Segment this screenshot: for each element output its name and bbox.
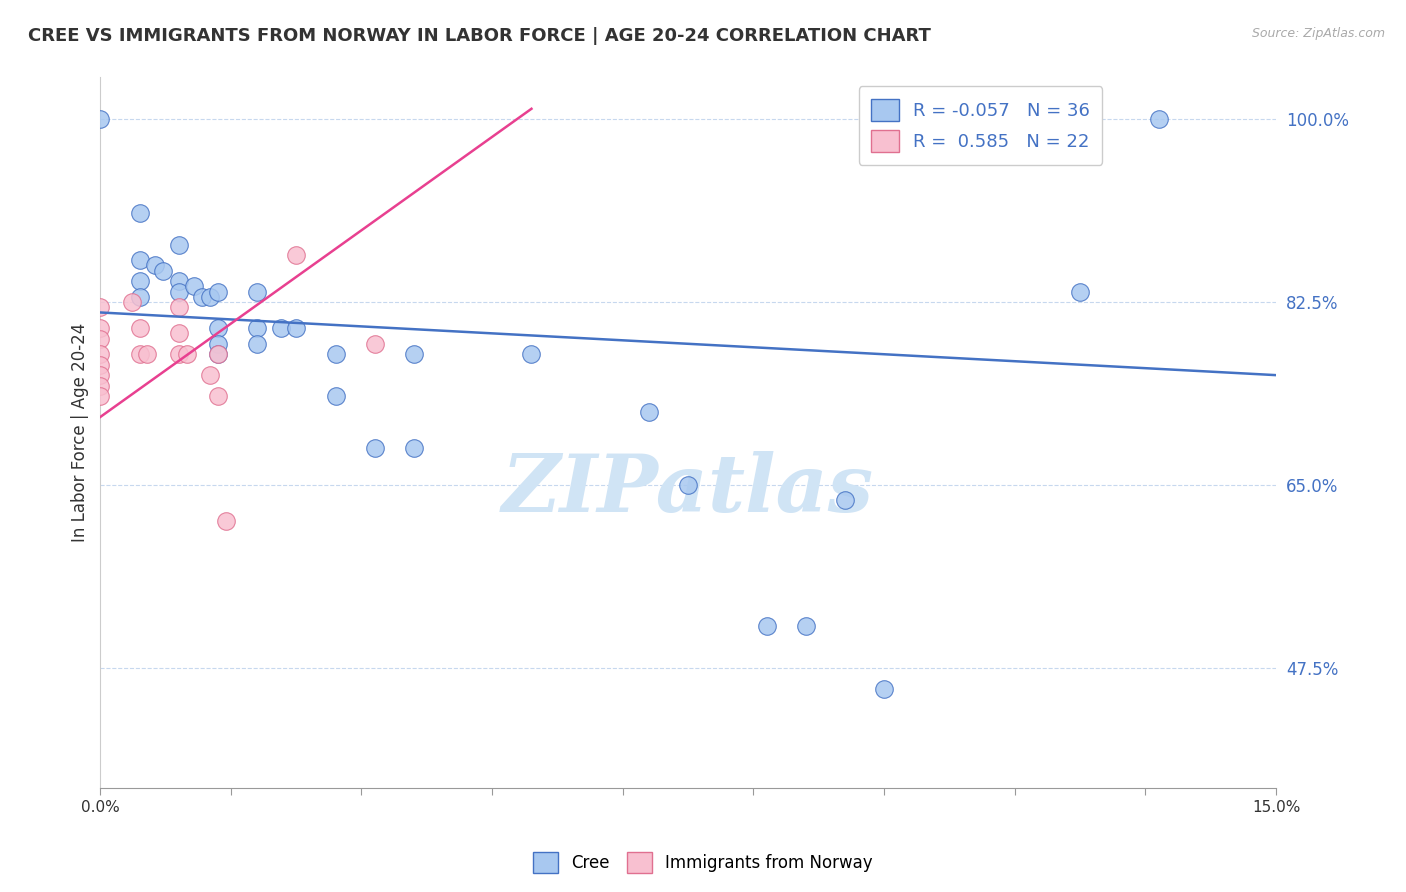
Point <box>246 321 269 335</box>
Legend: R = -0.057   N = 36, R =  0.585   N = 22: R = -0.057 N = 36, R = 0.585 N = 22 <box>859 87 1102 165</box>
Point <box>873 681 896 696</box>
Text: Source: ZipAtlas.com: Source: ZipAtlas.com <box>1251 27 1385 40</box>
Point <box>207 336 229 351</box>
Point <box>191 290 214 304</box>
Point <box>167 326 190 341</box>
Point <box>89 378 111 392</box>
Point <box>89 368 111 383</box>
Point <box>207 347 229 361</box>
Point <box>207 321 229 335</box>
Point <box>520 347 543 361</box>
Point <box>834 493 856 508</box>
Point <box>136 347 159 361</box>
Point <box>207 389 229 403</box>
Point <box>183 279 205 293</box>
Point <box>363 442 385 456</box>
Point <box>246 285 269 299</box>
Point <box>89 112 111 127</box>
Legend: Cree, Immigrants from Norway: Cree, Immigrants from Norway <box>527 846 879 880</box>
Point <box>285 321 308 335</box>
Point <box>198 290 221 304</box>
Point <box>128 290 150 304</box>
Point <box>176 347 198 361</box>
Point <box>402 442 425 456</box>
Point <box>89 300 111 314</box>
Point <box>1069 285 1091 299</box>
Point <box>755 619 778 633</box>
Point <box>167 300 190 314</box>
Point <box>794 619 817 633</box>
Point <box>128 206 150 220</box>
Point <box>89 358 111 372</box>
Point <box>246 336 269 351</box>
Point <box>121 295 143 310</box>
Y-axis label: In Labor Force | Age 20-24: In Labor Force | Age 20-24 <box>72 323 89 542</box>
Point <box>167 285 190 299</box>
Point <box>167 237 190 252</box>
Point <box>143 259 166 273</box>
Point <box>152 263 174 277</box>
Point <box>676 478 699 492</box>
Point <box>167 274 190 288</box>
Point <box>128 347 150 361</box>
Point <box>89 332 111 346</box>
Point <box>638 405 661 419</box>
Point <box>325 347 347 361</box>
Point <box>215 515 238 529</box>
Point <box>207 347 229 361</box>
Point <box>207 285 229 299</box>
Point <box>128 274 150 288</box>
Text: ZIPatlas: ZIPatlas <box>502 450 875 528</box>
Text: CREE VS IMMIGRANTS FROM NORWAY IN LABOR FORCE | AGE 20-24 CORRELATION CHART: CREE VS IMMIGRANTS FROM NORWAY IN LABOR … <box>28 27 931 45</box>
Point <box>128 321 150 335</box>
Point <box>285 248 308 262</box>
Point <box>325 389 347 403</box>
Point <box>128 253 150 268</box>
Point <box>89 321 111 335</box>
Point <box>363 336 385 351</box>
Point <box>402 347 425 361</box>
Point <box>167 347 190 361</box>
Point <box>89 389 111 403</box>
Point <box>89 347 111 361</box>
Point <box>1147 112 1170 127</box>
Point <box>270 321 292 335</box>
Point <box>198 368 221 383</box>
